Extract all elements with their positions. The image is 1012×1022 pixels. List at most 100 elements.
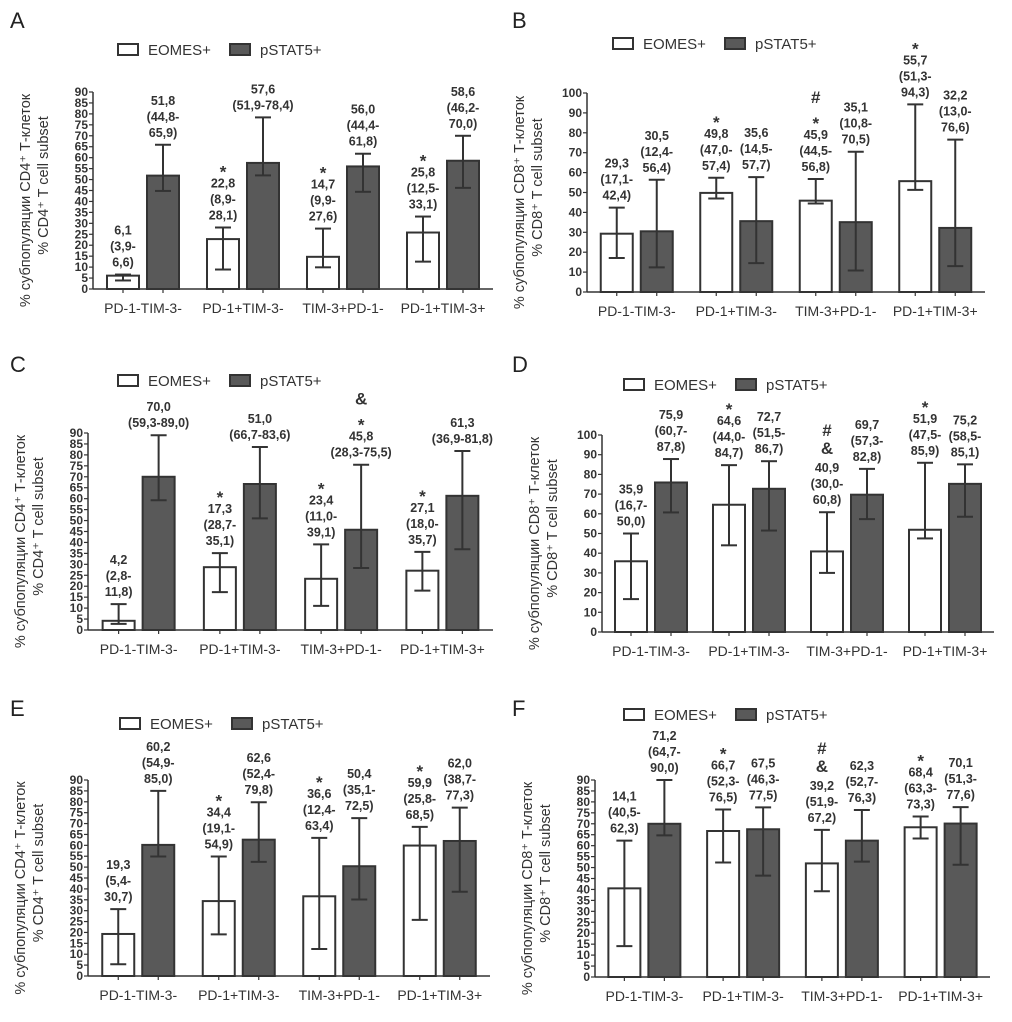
significance-mark: * (726, 400, 733, 419)
data-label: 35,1) (206, 534, 235, 548)
legend: EOMES+ pSTAT5+ (612, 36, 817, 53)
legend: EOMES+ pSTAT5+ (117, 373, 322, 390)
x-category-label: TIM-3+PD-1- (299, 987, 381, 1003)
significance-mark: * (215, 791, 222, 810)
data-label: 51,8 (151, 94, 175, 108)
data-label: 33,1) (409, 198, 438, 212)
significance-mark: * (713, 113, 720, 132)
legend-swatch-pstat5 (735, 708, 757, 721)
data-label: 23,4 (309, 493, 333, 507)
legend-label-eomes: EOMES+ (150, 716, 213, 733)
data-label: (52,3- (707, 775, 740, 789)
y-tick-label: 0 (575, 285, 582, 299)
data-label: 85,1) (951, 445, 980, 459)
legend-label-eomes: EOMES+ (654, 707, 717, 724)
legend-swatch-pstat5 (231, 717, 253, 730)
legend-swatch-eomes (119, 717, 141, 730)
y-tick-label: 70 (70, 470, 84, 484)
y-tick-label: 35 (70, 893, 84, 907)
y-tick-label: 55 (75, 162, 89, 176)
y-tick-label: 60 (75, 151, 89, 165)
data-label: 71,2 (652, 729, 676, 743)
data-label: (2,8- (106, 569, 132, 583)
data-label: 50,0) (617, 515, 646, 529)
data-label: 62,3 (850, 759, 874, 773)
significance-mark: * (316, 773, 323, 792)
data-label: (51,3- (899, 69, 932, 83)
y-tick-label: 90 (584, 448, 598, 462)
panel-f: F EOMES+ pSTAT5+ % субпопуляции CD8⁺ Т-клет… (512, 696, 990, 1004)
significance-mark: * (217, 488, 224, 507)
y-axis-label-en: % CD4⁺ T cell subset (36, 116, 52, 254)
data-label: (51,5- (753, 426, 786, 440)
bar-pstat5 (844, 839, 879, 978)
y-tick-label: 45 (75, 184, 89, 198)
data-label: 35,9 (619, 483, 643, 497)
data-label: 25,8 (411, 166, 435, 180)
data-label: (38,7- (443, 773, 476, 787)
y-tick-label: 75 (577, 806, 591, 820)
data-label: 85,9) (911, 444, 940, 458)
data-label: (11,0- (305, 509, 337, 523)
data-label: 34,4 (207, 805, 231, 819)
y-tick-label: 65 (577, 828, 591, 842)
data-label: (52,4- (242, 767, 275, 781)
data-label: 69,7 (855, 418, 879, 432)
data-label: 62,0 (448, 757, 472, 771)
legend-label-eomes: EOMES+ (148, 42, 211, 59)
y-axis-label-en: % CD8⁺ T cell subset (530, 118, 546, 256)
data-label: (10,8- (839, 117, 872, 131)
legend-swatch-eomes (612, 37, 634, 50)
y-axis-label-ru: % субпопуляции CD8⁺ Т-клеток (512, 95, 528, 309)
data-label: (14,5- (740, 142, 773, 156)
bar-eomes (798, 199, 833, 293)
panel-letter: B (512, 8, 527, 33)
y-tick-label: 50 (75, 173, 89, 187)
bar-eomes (898, 180, 933, 293)
data-label: 62,6 (247, 751, 271, 765)
data-label: (63,3- (904, 782, 937, 796)
data-label: 14,1 (612, 790, 636, 804)
data-label: 27,6) (309, 210, 338, 224)
y-tick-label: 90 (70, 426, 84, 440)
significance-mark: * (320, 164, 327, 183)
data-label: (18,0- (406, 517, 439, 531)
y-tick-label: 65 (70, 827, 84, 841)
x-category-label: PD-1+TIM-3+ (898, 988, 983, 1004)
y-tick-label: 35 (70, 546, 84, 560)
y-tick-label: 60 (569, 166, 583, 180)
significance-mark: & (355, 390, 367, 409)
significance-mark: * (419, 487, 426, 506)
bar-eomes (699, 191, 734, 293)
y-tick-label: 0 (76, 623, 83, 637)
x-category-label: PD-1-TIM-3- (612, 643, 690, 659)
x-category-label: TIM-3+PD-1- (801, 988, 883, 1004)
data-label: (58,5- (949, 429, 982, 443)
y-tick-label: 85 (75, 96, 89, 110)
significance-mark: * (912, 39, 919, 58)
x-category-label: PD-1+TIM-3+ (397, 987, 482, 1003)
y-tick-label: 35 (75, 205, 89, 219)
y-tick-label: 20 (584, 586, 598, 600)
data-label: 64,6 (717, 414, 741, 428)
data-label: 70,0 (146, 400, 170, 414)
x-category-label: PD-1+TIM-3+ (893, 303, 978, 319)
x-category-label: PD-1+TIM-3- (198, 987, 280, 1003)
y-tick-label: 0 (583, 970, 590, 984)
y-axis-label-en: % CD4⁺ T cell subset (31, 804, 47, 942)
y-axis-label-ru: % субпопуляции CD8⁺ Т-клеток (520, 781, 536, 995)
y-tick-label: 35 (577, 893, 591, 907)
y-tick-label: 55 (70, 503, 84, 517)
data-label: (44,0- (713, 430, 746, 444)
data-label: 61,8) (349, 135, 378, 149)
y-tick-label: 30 (584, 566, 598, 580)
y-tick-label: 75 (70, 459, 84, 473)
data-label: 77,5) (749, 788, 778, 802)
x-category-label: TIM-3+PD-1- (795, 303, 877, 319)
legend-label-pstat5: pSTAT5+ (260, 42, 322, 59)
y-tick-label: 80 (70, 448, 84, 462)
panel-b: B EOMES+ pSTAT5+ % субпопуляции CD8⁺ Т-клет… (512, 8, 985, 319)
significance-mark: * (922, 398, 929, 417)
y-axis-label-ru: % субпопуляции CD8⁺ Т-клеток (527, 436, 543, 650)
data-label: 29,3 (605, 157, 629, 171)
